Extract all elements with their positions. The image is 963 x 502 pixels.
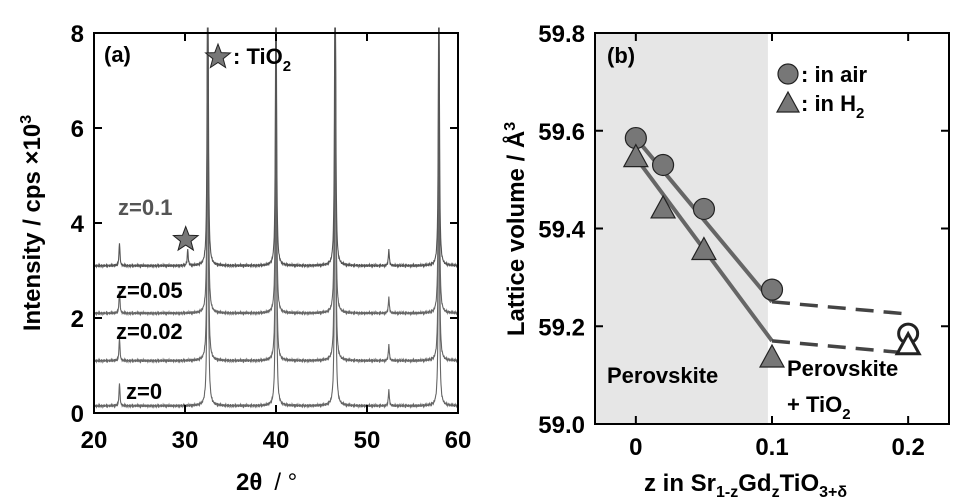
tio2-legend-label: : TiO2 [233,44,291,75]
y-tick-label: 59.0 [538,412,585,439]
region-label-perovskite: Perovskite [607,363,718,388]
h2-data-point [650,194,677,219]
h2-data-point [690,236,717,261]
region-label-tio2: + TiO2 [787,392,851,423]
perovskite-region-shade [595,33,768,424]
y-tick-label: 59.4 [538,217,585,244]
x-tick-label: 40 [263,427,290,454]
dashed-line [771,339,909,355]
panel-b-y-axis-label: Lattice volume / Å3 [502,122,530,336]
y-tick-label: 8 [71,21,84,48]
x-tick-label: 0.2 [891,434,924,461]
panel-b: 59.0 59.2 59.4 59.6 59.8 0 0.1 0.2 (b) : in ai… [502,21,950,501]
panel-a-y-ticks: 0 2 4 6 8 [71,21,458,428]
x-tick-label: 0.1 [755,434,788,461]
panel-a-y-axis-label: Intensity / cps ×103 [18,115,46,331]
tio2-peak-star-icon [172,225,200,252]
series-label-z01: z=0.1 [118,195,172,220]
panel-b-label: (b) [607,43,635,68]
air-data-point [651,153,675,177]
triangle-marker-icon [775,90,801,113]
x-tick-label: 50 [354,427,381,454]
y-tick-label: 2 [71,306,84,333]
region-label-perovskite-2: Perovskite [787,356,898,381]
series-label-z0: z=0 [126,379,162,404]
air-data-point [692,197,716,221]
y-tick-label: 6 [71,116,84,143]
series-label-z002: z=0.02 [116,319,183,344]
h2-open-point [894,330,922,356]
panel-a-label: (a) [104,42,131,67]
h2-data-point [622,143,649,168]
legend-in-h2: : in H2 [801,91,864,122]
y-tick-label: 0 [71,401,84,428]
panel-a-x-axis-label: 2θ / ° [236,469,297,496]
y-tick-label: 59.2 [538,314,585,341]
circle-marker-icon [777,63,799,85]
panel-a-x-ticks: 20 30 40 50 60 [81,33,472,454]
xrd-trace [93,27,459,269]
panel-b-x-ticks: 0 0.1 0.2 [629,33,925,461]
dashed-line [771,300,909,316]
star-icon [204,42,232,69]
y-tick-label: 59.8 [538,21,585,48]
y-tick-label: 4 [71,211,85,238]
air-data-point [760,278,784,301]
x-tick-label: 0 [629,434,642,461]
series-label-z005: z=0.05 [116,278,183,303]
y-tick-label: 59.6 [538,119,585,146]
x-tick-label: 60 [445,427,472,454]
xrd-traces [93,27,459,410]
panel-b-x-axis-label: z in Sr1-zGdzTiO3+δ [644,470,847,501]
data-markers [622,126,922,368]
legend-in-air: : in air [801,62,867,87]
x-tick-label: 20 [81,427,108,454]
h2-data-point [758,343,786,368]
x-tick-label: 30 [172,427,199,454]
panel-a: 0 2 4 6 8 20 30 40 50 60 (a) : TiO2 z=0.1 z=0.05… [18,21,471,496]
panel-b-y-ticks: 59.0 59.2 59.4 59.6 59.8 [538,21,949,439]
